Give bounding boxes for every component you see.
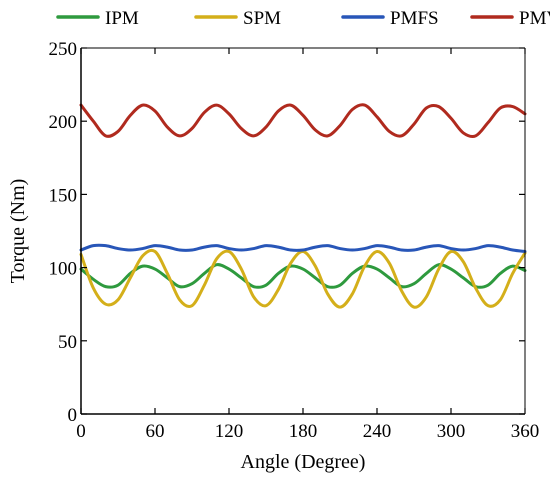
series-line-pmfs: [79, 243, 527, 253]
legend: IPM SPM PMFS PMV: [56, 8, 550, 29]
x-tick-label: 180: [289, 421, 318, 442]
y-tick-label: 0: [68, 405, 78, 426]
legend-item-pmv: PMV: [470, 8, 550, 29]
x-tick-label: 120: [215, 421, 244, 442]
x-axis-title: Angle (Degree): [241, 451, 366, 473]
legend-label: PMV: [519, 8, 550, 29]
x-tick-label: 360: [511, 421, 540, 442]
legend-item-spm: SPM: [194, 8, 281, 29]
y-tick-label: 50: [58, 332, 77, 353]
series-line-pmv: [79, 103, 527, 139]
x-tick-label: 0: [76, 421, 86, 442]
series-line-ipm: [79, 263, 527, 289]
x-tick-label: 300: [437, 421, 466, 442]
x-tick-label: 240: [363, 421, 392, 442]
axes: [80, 47, 526, 415]
legend-item-pmfs: PMFS: [341, 8, 439, 29]
legend-label: PMFS: [390, 8, 439, 29]
series-line-spm: [79, 248, 527, 309]
plot-series: [79, 103, 527, 309]
y-tick-label: 250: [49, 39, 78, 60]
x-tick-label: 60: [146, 421, 165, 442]
legend-label: IPM: [105, 8, 139, 29]
tick-marks: 0 60 120 180 240 300 360 0 50 100 150 200 250: [49, 39, 540, 442]
y-axis-title: Torque (Nm): [7, 179, 29, 284]
y-tick-label: 150: [49, 185, 78, 206]
legend-item-ipm: IPM: [56, 8, 139, 29]
legend-label: SPM: [243, 8, 281, 29]
y-tick-label: 100: [49, 259, 78, 280]
y-tick-label: 200: [49, 112, 78, 133]
